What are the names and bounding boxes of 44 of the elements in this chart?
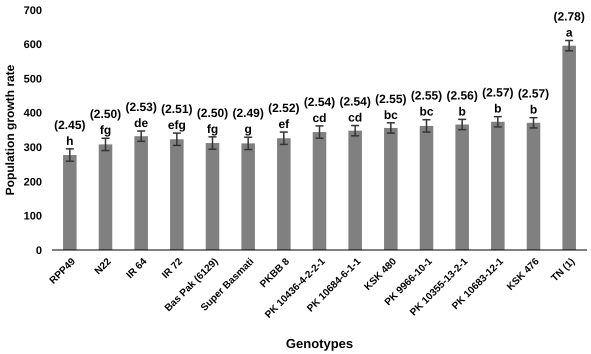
y-tick-label: 200: [24, 176, 42, 188]
y-tick-label: 0: [36, 244, 42, 257]
annotation: (2.78) a: [553, 10, 585, 40]
annotation: (2.51) efg: [161, 102, 193, 132]
y-tick-label: 100: [24, 210, 42, 223]
bar: [206, 143, 220, 250]
annotation: (2.55) bc: [410, 88, 442, 119]
bar: [420, 126, 434, 250]
y-tick-label: 400: [24, 108, 42, 120]
annotation: (2.57) b: [518, 86, 550, 117]
bar: [526, 122, 540, 250]
bar: [63, 155, 77, 250]
annotation: (2.53) de: [125, 100, 157, 130]
y-tick-label: 300: [24, 142, 42, 154]
annotation: (2.56) b: [446, 88, 478, 118]
x-tick-label: IR 64: [124, 256, 150, 282]
annotation: (2.55) bc: [375, 92, 407, 122]
y-tick-label: 500: [24, 73, 42, 86]
bar: [134, 136, 148, 250]
bar: [312, 132, 326, 250]
y-tick-label: 600: [24, 39, 42, 52]
bar: [562, 46, 576, 250]
bar: [241, 143, 255, 250]
annotation: (2.50) fg: [90, 107, 122, 138]
annotation: (2.52) ef: [268, 101, 300, 132]
bar: [170, 139, 184, 250]
bar: [491, 122, 505, 250]
y-tick-label: 700: [24, 4, 42, 17]
annotation: (2.49) g: [232, 106, 264, 136]
bar: [98, 144, 112, 250]
annotation: (2.57) b: [482, 86, 514, 116]
y-axis-title: Population growth rate: [3, 64, 17, 196]
annotation: (2.54) cd: [304, 94, 336, 125]
bar: [455, 124, 469, 250]
annotation: (2.54) cd: [339, 94, 371, 125]
x-tick-label: N22: [92, 256, 114, 278]
x-tick-label: IR 72: [160, 256, 186, 282]
x-axis-title: Genotypes: [286, 336, 354, 351]
bar: [277, 138, 291, 250]
annotation: (2.45) h: [54, 118, 86, 148]
bar: [348, 130, 362, 250]
bar: [384, 128, 398, 250]
x-tick-label: TN (1): [549, 256, 578, 284]
annotation: (2.50) fg: [196, 106, 228, 136]
